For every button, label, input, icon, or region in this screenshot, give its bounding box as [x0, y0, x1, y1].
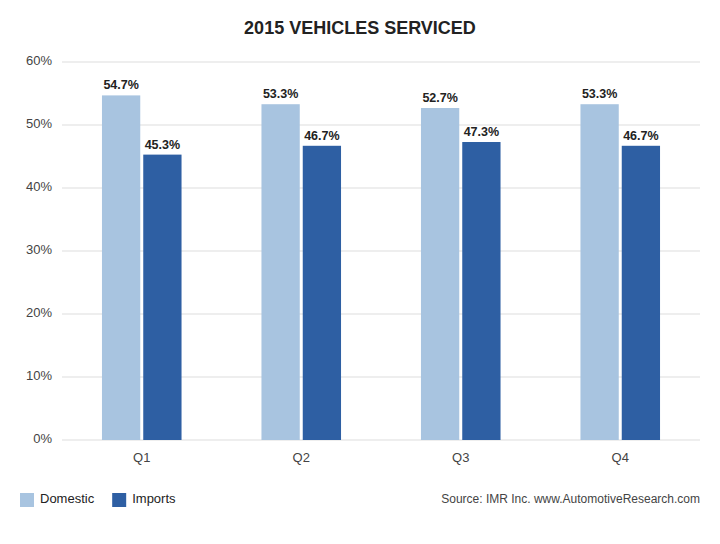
- legend: Domestic Imports: [20, 491, 176, 507]
- title: 2015 VEHICLES SERVICED: [244, 18, 476, 38]
- bar: [462, 142, 500, 440]
- y-tick-label: 0%: [33, 431, 52, 446]
- bar: [102, 95, 140, 440]
- y-tick-label: 40%: [26, 179, 52, 194]
- data-label: 45.3%: [145, 138, 180, 152]
- chart: 2015 VEHICLES SERVICED 0% 10% 20% 30% 40% 50% 6…: [0, 0, 720, 544]
- x-axis: Q1 Q2 Q3 Q4: [133, 450, 629, 465]
- x-tick-label: Q3: [452, 450, 469, 465]
- data-label: 52.7%: [422, 91, 457, 105]
- bar: [303, 146, 341, 440]
- data-labels: 54.7% 53.3% 52.7% 53.3% 45.3% 46.7% 47.3% 46.7%: [103, 78, 658, 151]
- bar: [261, 104, 299, 440]
- legend-swatch: [20, 493, 34, 507]
- x-tick-label: Q1: [133, 450, 150, 465]
- y-tick-label: 50%: [26, 116, 52, 131]
- grid-line: [62, 62, 700, 63]
- data-label: 46.7%: [623, 129, 658, 143]
- grid: [62, 62, 700, 440]
- legend-label: Imports: [132, 491, 176, 506]
- bar: [580, 104, 618, 440]
- legend-label: Domestic: [40, 491, 95, 506]
- y-tick-label: 30%: [26, 242, 52, 257]
- bar: [143, 155, 181, 440]
- data-label: 47.3%: [464, 125, 499, 139]
- y-tick-label: 10%: [26, 368, 52, 383]
- bars: [102, 95, 660, 440]
- y-tick-label: 60%: [26, 53, 52, 68]
- x-tick-label: Q2: [293, 450, 310, 465]
- source-text: Source: IMR Inc. www.AutomotiveResearch.…: [441, 492, 700, 506]
- bar: [421, 108, 459, 440]
- data-label: 54.7%: [103, 78, 138, 92]
- data-label: 46.7%: [304, 129, 339, 143]
- y-tick-label: 20%: [26, 305, 52, 320]
- legend-swatch: [112, 493, 126, 507]
- x-tick-label: Q4: [612, 450, 629, 465]
- bar: [622, 146, 660, 440]
- background: [0, 0, 720, 544]
- data-label: 53.3%: [582, 87, 617, 101]
- y-axis: 0% 10% 20% 30% 40% 50% 60%: [26, 53, 52, 446]
- data-label: 53.3%: [263, 87, 298, 101]
